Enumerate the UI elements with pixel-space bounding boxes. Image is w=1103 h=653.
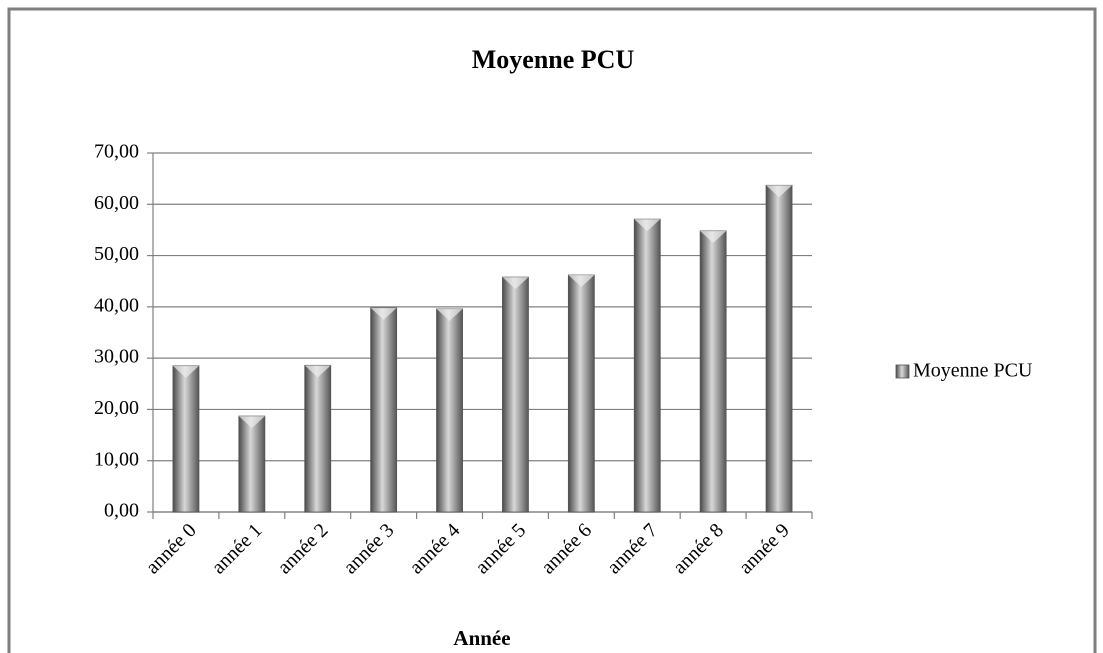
y-tick-label: 20,00 [94,397,139,419]
x-axis-title: Année [453,626,510,650]
x-tick-label: année 1 [207,519,266,578]
x-tick-label: année 8 [669,519,728,578]
x-tick-label: année 4 [405,519,464,578]
bar [567,274,595,513]
bar [304,364,332,513]
x-tick-label: année 9 [735,519,794,578]
bar [172,365,200,513]
y-tick-label: 70,00 [94,141,139,163]
y-tick-label: 30,00 [94,346,139,368]
bar [502,276,529,513]
legend-label: Moyenne PCU [913,360,1033,382]
x-tick-label: année 6 [537,519,596,578]
x-tick-label: année 2 [273,519,332,578]
bar [238,415,266,513]
x-tick-label: année 0 [142,519,201,578]
y-tick-label: 40,00 [94,294,139,316]
x-tick-label: année 7 [603,519,662,578]
chart-title: Moyenne PCU [472,45,635,74]
y-tick-label: 50,00 [94,243,139,265]
bar [765,184,793,513]
bar [370,307,398,513]
y-tick-label: 60,00 [94,192,139,214]
y-tick-label: 10,00 [94,448,139,470]
bar [436,308,463,513]
bar [633,218,661,513]
x-tick-label: année 3 [339,519,398,578]
frame [7,7,1097,653]
legend-swatch [895,364,910,379]
y-tick-label: 0,00 [104,500,139,522]
bar [699,230,727,513]
x-tick-label: année 5 [471,519,530,578]
